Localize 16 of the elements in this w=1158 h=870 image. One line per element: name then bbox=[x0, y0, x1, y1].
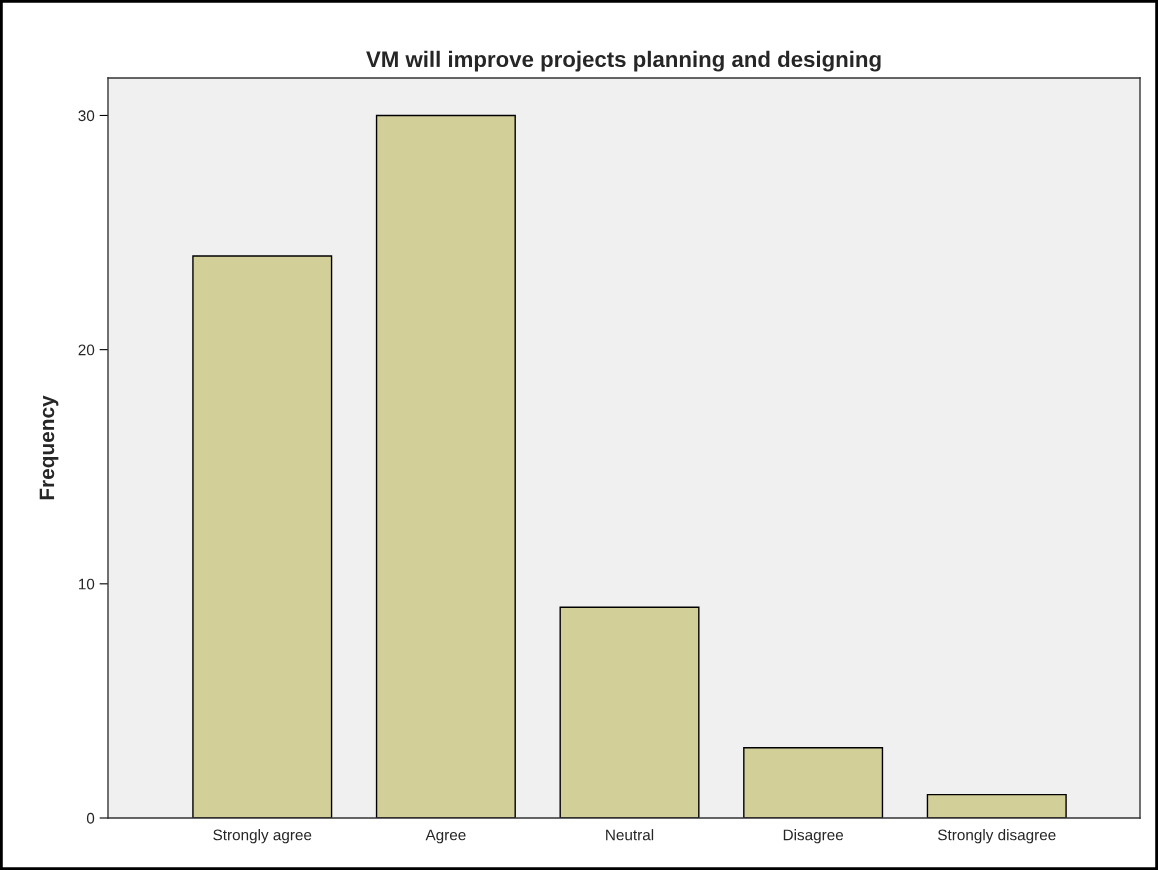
y-tick-label: 20 bbox=[78, 344, 95, 356]
bar bbox=[559, 606, 700, 818]
bar bbox=[743, 747, 884, 818]
y-tick-label: 30 bbox=[78, 110, 95, 122]
x-tick-label: Strongly agree bbox=[213, 829, 312, 844]
y-tick-label: 0 bbox=[86, 812, 95, 824]
y-axis-title: Frequency bbox=[39, 395, 59, 500]
x-tick-label: Agree bbox=[425, 829, 466, 844]
chart-title: VM will improve projects planning and designing bbox=[366, 50, 881, 72]
y-tick-label: 10 bbox=[78, 578, 95, 590]
bar bbox=[926, 793, 1067, 818]
bar bbox=[192, 255, 333, 818]
bar bbox=[375, 114, 516, 818]
x-tick-label: Disagree bbox=[783, 829, 844, 844]
x-tick-label: Strongly disagree bbox=[938, 829, 1056, 844]
x-tick-label: Neutral bbox=[606, 829, 654, 841]
